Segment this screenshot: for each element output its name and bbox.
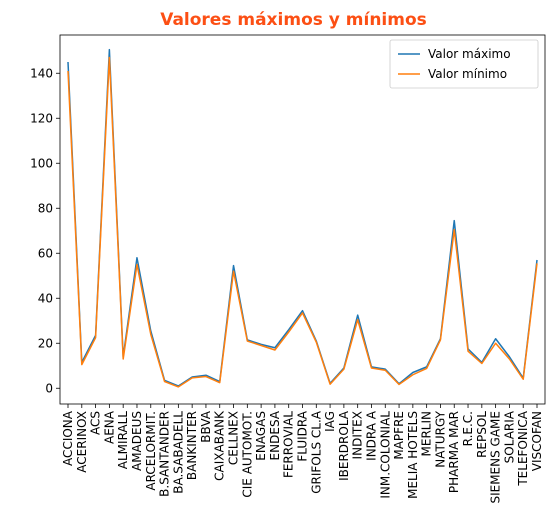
x-tick-label: SIEMENS GAME bbox=[489, 411, 503, 504]
x-axis: ACCIONA ACERINOX ACS AENA ALMIRALL AMADEUS ARC… bbox=[61, 404, 544, 504]
x-tick-label: MELIA HOTELS bbox=[406, 411, 420, 499]
x-tick-label: INDRA A bbox=[364, 410, 378, 461]
x-tick-label: ACERINOX bbox=[75, 411, 89, 473]
x-tick-label: IAG bbox=[323, 411, 337, 432]
x-tick-label: GRIFOLS CL.A bbox=[309, 410, 323, 494]
x-tick-label: BANKINTER bbox=[185, 411, 199, 480]
x-tick-label: VISCOFAN bbox=[530, 411, 544, 471]
plot-lines bbox=[67, 48, 538, 388]
plot-area-frame bbox=[59, 34, 546, 405]
x-tick-label: IBERDROLA bbox=[337, 410, 351, 481]
y-tick-label: 120 bbox=[30, 111, 53, 125]
x-tick-label: R.E.C. bbox=[461, 411, 475, 446]
y-tick-label: 20 bbox=[38, 336, 53, 350]
x-tick-label: MERLIN bbox=[420, 411, 434, 456]
x-tick-label: INDITEX bbox=[351, 411, 365, 459]
legend-label-max: Valor máximo bbox=[428, 47, 511, 61]
chart-title: Valores máximos y mínimos bbox=[160, 10, 427, 30]
x-tick-label: ACCIONA bbox=[61, 410, 75, 466]
y-tick-label: 40 bbox=[38, 291, 53, 305]
x-tick-label: AMADEUS bbox=[130, 411, 144, 471]
series-line-0 bbox=[67, 48, 538, 387]
x-tick-label: FLUIDRA bbox=[296, 410, 310, 461]
x-tick-label: CIE AUTOMOT. bbox=[240, 411, 254, 498]
y-tick-label: 100 bbox=[30, 156, 53, 170]
y-tick-label: 60 bbox=[38, 246, 53, 260]
x-tick-label: AENA bbox=[102, 410, 116, 444]
x-tick-label: ARCELORMIT. bbox=[144, 411, 158, 491]
series-line-1 bbox=[67, 56, 538, 388]
x-tick-label: INM.COLONIAL bbox=[378, 411, 392, 499]
y-tick-label: 80 bbox=[38, 201, 53, 215]
y-tick-label: 140 bbox=[30, 66, 53, 80]
x-tick-label: ALMIRALL bbox=[116, 411, 130, 470]
x-tick-label: PHARMA MAR bbox=[447, 411, 461, 493]
x-tick-label: REPSOL bbox=[475, 411, 489, 458]
y-axis: 0 20 40 60 80 100 120 140 bbox=[30, 66, 60, 395]
x-tick-label: ACS bbox=[89, 411, 103, 435]
x-tick-label: FERROVIAL bbox=[282, 411, 296, 478]
x-tick-label: ENDESA bbox=[268, 410, 282, 460]
x-tick-label: SOLARIA bbox=[502, 410, 516, 463]
x-tick-label: CELLNEX bbox=[227, 411, 241, 465]
x-tick-label: TELEFONICA bbox=[516, 410, 530, 486]
legend-box bbox=[389, 39, 539, 89]
legend: Valor máximo Valor mínimo bbox=[389, 39, 539, 89]
x-tick-label: CAIXABANK bbox=[213, 410, 227, 481]
x-tick-label: NATURGY bbox=[433, 410, 447, 467]
legend-label-min: Valor mínimo bbox=[428, 67, 507, 81]
x-tick-label: BA.SABADELL bbox=[171, 411, 185, 494]
x-tick-label: MAPFRE bbox=[392, 411, 406, 460]
y-tick-label: 0 bbox=[45, 381, 53, 395]
x-tick-label: B.SANTANDER bbox=[158, 411, 172, 497]
x-tick-label: BBVA bbox=[199, 410, 213, 443]
x-tick-label: ENAGAS bbox=[254, 411, 268, 461]
